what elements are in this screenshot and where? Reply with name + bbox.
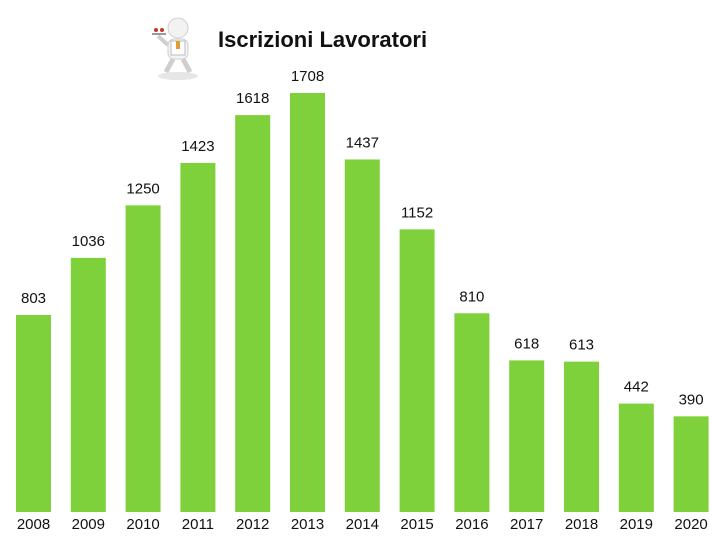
- chart-title: Iscrizioni Lavoratori: [218, 27, 427, 52]
- bar: [673, 416, 709, 512]
- data-label: 1250: [126, 180, 159, 197]
- data-label: 1708: [291, 68, 324, 85]
- x-tick-label: 2014: [346, 516, 379, 533]
- x-tick-label: 2011: [182, 516, 214, 533]
- x-tick-label: 2013: [291, 516, 324, 533]
- data-label: 618: [514, 335, 539, 352]
- data-label: 1618: [236, 90, 269, 107]
- x-tick-label: 2016: [455, 516, 488, 533]
- x-tick-label: 2008: [17, 516, 50, 533]
- x-tick-label: 2018: [565, 516, 598, 533]
- x-tick-label: 2012: [236, 516, 269, 533]
- bar: [618, 403, 654, 512]
- x-tick-label: 2020: [674, 516, 707, 533]
- data-label: 1437: [346, 134, 379, 151]
- bar: [70, 257, 106, 512]
- data-label: 613: [569, 337, 594, 354]
- data-label: 1152: [401, 204, 433, 221]
- bar: [180, 162, 216, 512]
- bar: [290, 93, 325, 512]
- x-tick-label: 2009: [72, 516, 105, 533]
- data-label: 1036: [72, 233, 105, 250]
- bar: [509, 360, 545, 512]
- data-label: 1423: [181, 138, 214, 155]
- bar: [16, 315, 51, 512]
- data-label: 442: [624, 379, 649, 396]
- data-label: 810: [459, 288, 484, 305]
- x-tick-label: 2019: [620, 516, 653, 533]
- data-label: 803: [21, 290, 46, 307]
- bar: [454, 313, 490, 512]
- bar: [564, 361, 599, 512]
- x-tick-label: 2010: [126, 516, 159, 533]
- bar: [235, 115, 271, 512]
- bar: [125, 205, 161, 512]
- x-tick-label: 2017: [510, 516, 543, 533]
- bar: [344, 159, 380, 512]
- data-label: 390: [679, 391, 704, 408]
- x-tick-label: 2015: [400, 516, 433, 533]
- title-icon: [152, 17, 198, 80]
- bar: [399, 229, 435, 512]
